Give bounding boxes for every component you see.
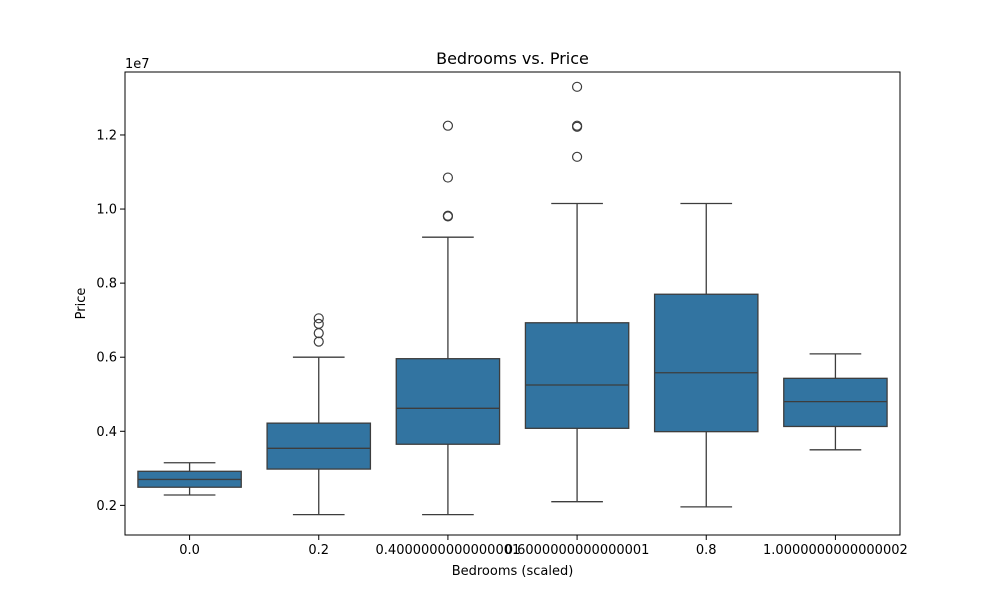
box-group	[266, 313, 372, 516]
box-group	[653, 202, 759, 508]
x-tick-label: 1.0000000000000002	[763, 543, 908, 558]
outlier-point	[313, 318, 324, 329]
y-tick-label: 0.4	[96, 425, 117, 440]
box-group	[524, 81, 630, 503]
plot-area	[137, 81, 888, 516]
y-tick-label: 0.2	[96, 499, 117, 514]
x-tick-label: 0.2	[308, 543, 329, 558]
x-tick-label: 0.8	[696, 543, 717, 558]
iqr-box	[653, 293, 759, 433]
y-axis-label: Price	[74, 288, 89, 320]
y-tick-label: 0.6	[96, 351, 117, 366]
box-group	[137, 462, 242, 496]
box-group	[395, 120, 501, 516]
outlier-point	[442, 210, 454, 221]
x-tick-label: 0.4000000000000001	[376, 543, 521, 558]
outlier-point	[442, 120, 454, 131]
chart-title: Bedrooms vs. Price	[436, 49, 589, 68]
outlier-point	[313, 313, 324, 324]
y-tick-label: 1.0	[96, 203, 117, 218]
x-axis-label: Bedrooms (scaled)	[452, 564, 574, 579]
iqr-box	[395, 358, 501, 445]
y-axis-ticks: 0.2 0.4 0.6 0.8 1.0 1.2	[96, 128, 125, 514]
axes-frame	[124, 71, 901, 536]
outlier-point	[571, 81, 583, 92]
x-tick-label: 0.6000000000000001	[505, 543, 650, 558]
x-tick-label: 0.0	[179, 543, 200, 558]
iqr-box	[524, 322, 630, 429]
outlier-point	[571, 120, 583, 131]
outlier-point	[442, 172, 454, 183]
outlier-point	[571, 151, 583, 162]
iqr-box	[783, 377, 888, 428]
y-axis-offset-label: 1e7	[125, 57, 150, 72]
x-axis-ticks: 0.0 0.2 0.40000000000000010.60000000000000…	[179, 535, 908, 558]
box-group	[783, 353, 888, 451]
iqr-box	[266, 422, 372, 470]
y-tick-label: 1.2	[96, 128, 117, 143]
y-tick-label: 0.8	[96, 277, 117, 292]
